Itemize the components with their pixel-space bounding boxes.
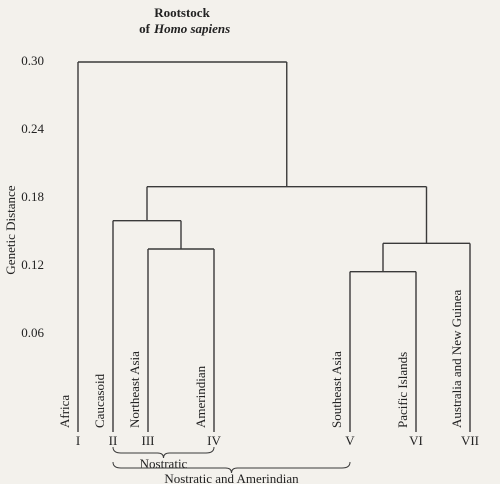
y-tick-label: 0.24 [21, 121, 44, 136]
bracket [112, 461, 351, 474]
group-label: II [109, 433, 118, 448]
y-tick-label: 0.06 [21, 325, 44, 340]
group-label: III [142, 433, 155, 448]
group-label: VI [409, 433, 423, 448]
leaf-label: Africa [57, 395, 72, 428]
leaf-label: Northeast Asia [127, 351, 142, 428]
group-label: I [76, 433, 80, 448]
chart-subtitle: of [139, 21, 151, 36]
y-tick-label: 0.18 [21, 189, 44, 204]
group-label: VII [461, 433, 479, 448]
bracket [112, 446, 215, 459]
chart-subtitle: Homo sapiens [153, 21, 230, 36]
y-tick-label: 0.12 [21, 257, 44, 272]
leaf-label: Australia and New Guinea [449, 290, 464, 428]
group-label: IV [207, 433, 221, 448]
group-label: V [345, 433, 355, 448]
y-tick-label: 0.30 [21, 53, 44, 68]
bracket-label: Nostratic [140, 456, 188, 471]
chart-title: Rootstock [154, 5, 210, 20]
leaf-label: Southeast Asia [329, 351, 344, 428]
leaf-label: Amerindian [193, 365, 208, 428]
y-axis-label: Genetic Distance [3, 185, 18, 274]
leaf-label: Caucasoid [92, 373, 107, 428]
bracket-label: Nostratic and Amerindian [164, 471, 299, 484]
leaf-label: Pacific Islands [395, 352, 410, 428]
